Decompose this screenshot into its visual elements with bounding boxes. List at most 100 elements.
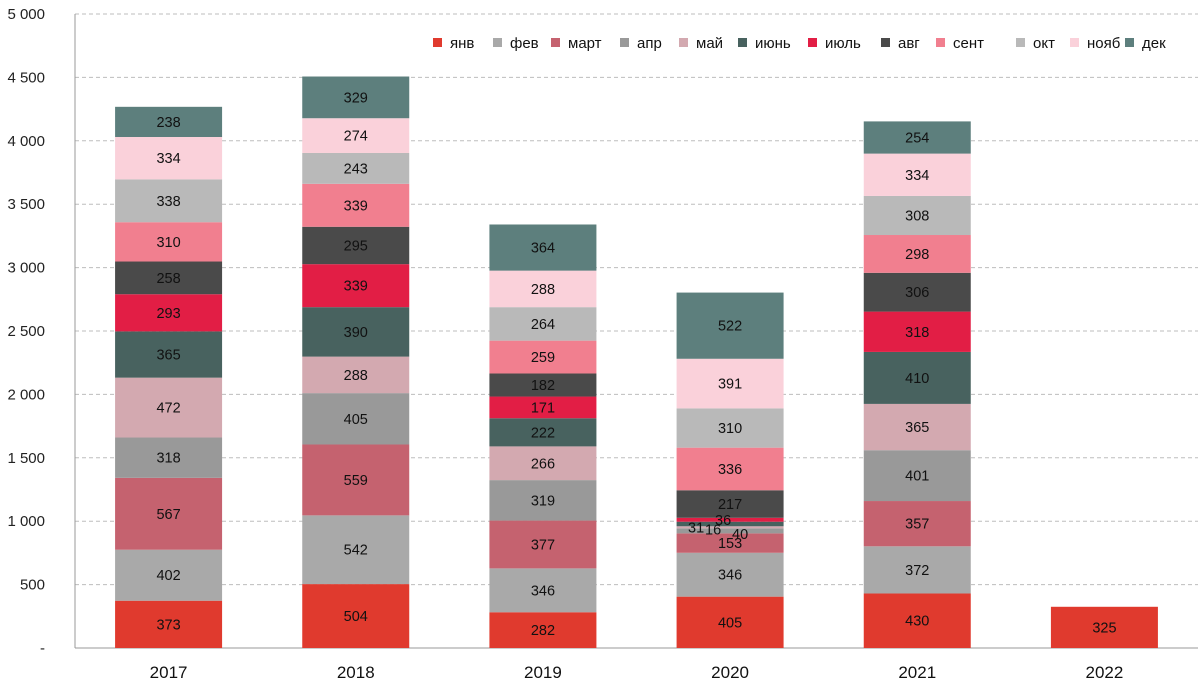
data-label: 365 bbox=[905, 420, 929, 436]
data-label: 266 bbox=[531, 456, 555, 472]
data-label: 171 bbox=[531, 400, 555, 416]
axes: - 500 1 000 1 500 2 000 2 500 3 000 3 500 4 000 4… bbox=[7, 6, 1198, 682]
legend-swatch bbox=[551, 38, 560, 47]
data-label: 567 bbox=[156, 507, 180, 523]
data-label: 405 bbox=[344, 412, 368, 428]
data-label: 318 bbox=[905, 325, 929, 341]
data-label: 405 bbox=[718, 615, 742, 631]
data-label: 36 bbox=[715, 513, 731, 529]
bar-segment bbox=[863, 351, 971, 404]
legend-label: апр bbox=[637, 35, 662, 52]
data-label: 153 bbox=[718, 536, 742, 552]
data-label: 542 bbox=[344, 543, 368, 559]
data-label: 217 bbox=[718, 497, 742, 513]
data-label: 339 bbox=[344, 279, 368, 295]
bar-segment bbox=[1050, 606, 1158, 648]
data-label: 329 bbox=[344, 90, 368, 106]
data-label: 401 bbox=[905, 469, 929, 485]
data-label: 259 bbox=[531, 350, 555, 366]
data-label: 31 bbox=[688, 521, 704, 537]
y-tick-label: 5 000 bbox=[7, 6, 45, 23]
bar-segment bbox=[863, 593, 971, 648]
legend-label: янв bbox=[450, 35, 474, 52]
legend-label: нояб bbox=[1087, 35, 1120, 52]
data-label: 16 bbox=[705, 522, 721, 538]
bar-segment bbox=[489, 373, 597, 397]
data-label: 264 bbox=[531, 317, 555, 333]
bar-segment bbox=[676, 528, 784, 534]
bar-segment bbox=[489, 418, 597, 447]
data-label: 430 bbox=[905, 614, 929, 630]
bar-segment bbox=[489, 224, 597, 271]
y-tick-label: 1 500 bbox=[7, 450, 45, 467]
data-label: 40 bbox=[732, 527, 748, 543]
gridlines bbox=[75, 13, 1198, 586]
data-label: 243 bbox=[344, 161, 368, 177]
data-label: 365 bbox=[156, 348, 180, 364]
bar-segment bbox=[676, 526, 784, 529]
data-label: 336 bbox=[718, 462, 742, 478]
legend-swatch bbox=[936, 38, 945, 47]
bar-segment bbox=[676, 596, 784, 648]
data-label: 308 bbox=[905, 208, 929, 224]
bar-segment bbox=[489, 568, 597, 613]
x-tick-label: 2018 bbox=[337, 663, 375, 682]
bar-segment bbox=[863, 311, 971, 352]
legend-label: авг bbox=[898, 35, 920, 52]
bar-segment bbox=[489, 480, 597, 521]
y-tick-label: 2 500 bbox=[7, 323, 45, 340]
y-tick-label: 500 bbox=[20, 577, 45, 594]
data-label: 293 bbox=[156, 306, 180, 322]
bar-segment bbox=[489, 307, 597, 341]
bar-segment bbox=[115, 222, 223, 262]
bar-segment bbox=[115, 477, 223, 550]
data-label: 338 bbox=[156, 194, 180, 210]
data-label: 282 bbox=[531, 623, 555, 639]
legend-label: июнь bbox=[755, 35, 791, 52]
bar-segment bbox=[115, 437, 223, 478]
bar-segment bbox=[115, 179, 223, 223]
bar-segment bbox=[676, 358, 784, 409]
data-label: 288 bbox=[531, 282, 555, 298]
bar-segment bbox=[863, 195, 971, 236]
data-label: 295 bbox=[344, 238, 368, 254]
legend-swatch bbox=[1125, 38, 1134, 47]
bar-segment bbox=[863, 153, 971, 196]
bar-segment bbox=[302, 118, 410, 153]
data-label: 357 bbox=[905, 517, 929, 533]
data-label: 222 bbox=[531, 425, 555, 441]
data-label: 472 bbox=[156, 401, 180, 417]
bar-segment bbox=[115, 377, 223, 438]
data-label: 390 bbox=[344, 325, 368, 341]
bar-segment bbox=[676, 552, 784, 597]
data-label: 298 bbox=[905, 247, 929, 263]
y-tick-label: 3 500 bbox=[7, 196, 45, 213]
bar-segment bbox=[489, 396, 597, 419]
bar-segment bbox=[302, 307, 410, 357]
bar-segment bbox=[489, 340, 597, 374]
x-tick-label: 2021 bbox=[898, 663, 936, 682]
legend-label: окт bbox=[1033, 35, 1055, 52]
data-label: 334 bbox=[905, 168, 929, 184]
bar-segment bbox=[676, 408, 784, 448]
y-tick-label: 4 500 bbox=[7, 69, 45, 86]
bars bbox=[115, 76, 1158, 648]
data-label: 182 bbox=[531, 378, 555, 394]
bar-segment bbox=[115, 600, 223, 648]
legend-swatch bbox=[1016, 38, 1025, 47]
data-label: 258 bbox=[156, 271, 180, 287]
data-labels: 373 402 567 318 472 365 293 258 310 338 334 238 504 5… bbox=[156, 90, 1116, 639]
data-label: 310 bbox=[718, 421, 742, 437]
data-label: 364 bbox=[531, 241, 555, 257]
data-label: 325 bbox=[1092, 620, 1116, 636]
bar-segment bbox=[115, 261, 223, 295]
data-label: 559 bbox=[344, 473, 368, 489]
y-tick-label: 1 000 bbox=[7, 513, 45, 530]
data-label: 402 bbox=[156, 568, 180, 584]
bar-segment bbox=[302, 444, 410, 516]
data-label: 318 bbox=[156, 451, 180, 467]
bar-segment bbox=[489, 520, 597, 569]
bar-segment bbox=[302, 264, 410, 308]
data-label: 377 bbox=[531, 537, 555, 553]
y-tick-label: - bbox=[40, 640, 45, 657]
